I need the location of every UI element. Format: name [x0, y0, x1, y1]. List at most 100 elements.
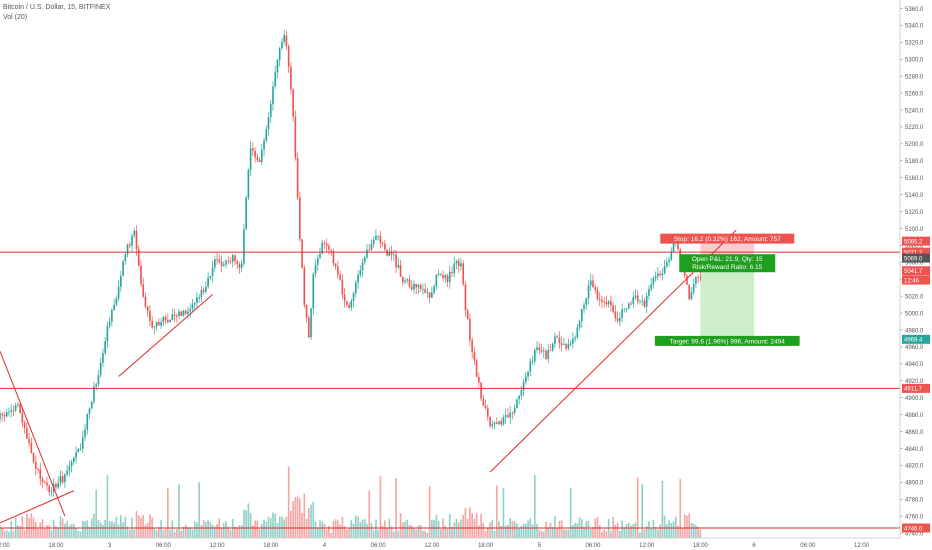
- candle-body: [495, 422, 498, 425]
- volume-bar: [567, 529, 570, 538]
- volume-bar: [19, 526, 21, 538]
- volume-bar: [64, 523, 66, 538]
- price-tick-label: 5360.0: [905, 7, 924, 13]
- volume-bar: [3, 531, 6, 538]
- candle-body: [231, 255, 234, 262]
- volume-bar: [164, 529, 167, 538]
- candle-body: [272, 86, 274, 105]
- price-tag-text: 4969.4: [904, 338, 923, 344]
- candle-body: [625, 308, 628, 310]
- candle-body: [690, 292, 693, 300]
- candle-body: [146, 306, 149, 311]
- candle-body: [292, 89, 294, 117]
- candle-body: [86, 414, 89, 430]
- candle-body: [428, 292, 431, 298]
- volume-bar: [316, 527, 319, 538]
- price-tick-label: 4860.0: [905, 430, 924, 436]
- volume-bar: [178, 484, 180, 538]
- candle-body: [585, 298, 588, 305]
- volume-bar: [225, 521, 227, 538]
- price-tick-label: 5060.0: [905, 261, 924, 267]
- price-tag-bg: [902, 275, 930, 285]
- volume-bar: [697, 526, 699, 538]
- candle-body: [659, 273, 661, 276]
- volume-bar: [8, 531, 10, 538]
- candle-body: [328, 245, 330, 250]
- candle-body: [184, 310, 187, 314]
- volume-bar: [263, 519, 265, 538]
- candle-body: [457, 260, 460, 267]
- candle-body: [435, 275, 438, 287]
- volume-bar: [522, 523, 525, 538]
- candle-body: [569, 343, 572, 345]
- candle-body: [8, 411, 10, 413]
- candle-body: [162, 316, 165, 323]
- time-tick-label: 18:00: [478, 543, 494, 549]
- volume-bar: [627, 523, 630, 538]
- volume-bar: [370, 523, 373, 538]
- volume-bar: [630, 525, 632, 538]
- candle-body: [686, 275, 688, 285]
- time-tick-label: 3: [108, 543, 112, 549]
- volume-bar: [106, 475, 109, 538]
- volume-bar: [97, 520, 100, 538]
- volume-bar: [79, 531, 82, 538]
- volume-bar: [252, 525, 254, 538]
- candle-body: [28, 438, 30, 444]
- volume-bar: [205, 521, 207, 538]
- candle-body: [695, 276, 697, 284]
- volume-bar: [417, 525, 420, 538]
- candle-body: [252, 148, 254, 151]
- candle-body: [520, 390, 523, 396]
- time-tick-label: 12:00: [854, 543, 870, 549]
- candle-body: [630, 303, 632, 305]
- volume-bar: [451, 526, 453, 538]
- candle-body: [88, 408, 91, 415]
- volume-bar: [495, 485, 498, 538]
- candle-body: [126, 244, 129, 255]
- candle-body: [549, 350, 552, 351]
- volume-bar: [81, 521, 84, 538]
- volume-bar: [549, 522, 552, 538]
- volume-bar: [30, 513, 33, 538]
- candle-body: [14, 405, 17, 411]
- volume-bar: [196, 522, 198, 538]
- candle-body: [131, 235, 133, 246]
- volume-bar: [368, 490, 371, 538]
- volume-bar: [670, 522, 673, 538]
- volume-bar: [616, 522, 619, 538]
- candle-body: [446, 275, 449, 282]
- volume-bar: [211, 524, 214, 538]
- volume-bar: [650, 528, 652, 538]
- volume-bar: [99, 522, 102, 538]
- candle-body: [325, 243, 328, 246]
- candle-body: [596, 290, 599, 299]
- candle-body: [189, 308, 192, 312]
- candle-body: [153, 326, 156, 328]
- volume-bar: [547, 527, 550, 538]
- volume-bar: [612, 516, 614, 538]
- candle-body: [509, 412, 512, 418]
- volume-bar: [265, 521, 268, 538]
- volume-bar: [460, 519, 462, 538]
- candle-body: [500, 421, 503, 425]
- volume-bar: [563, 529, 565, 538]
- volume-bar: [498, 521, 500, 538]
- candle-body: [672, 243, 675, 252]
- candle-body: [227, 260, 230, 262]
- volume-bar: [589, 528, 592, 538]
- price-tick-label: 4960.0: [905, 345, 924, 351]
- level-price-tag: 5071.2: [902, 247, 930, 257]
- volume-bar: [643, 529, 646, 538]
- volume-bar: [348, 527, 350, 538]
- candle-body: [1, 413, 4, 415]
- volume-indicator-label[interactable]: Vol (20): [3, 14, 28, 21]
- candle-body: [460, 263, 462, 267]
- volume-bar: [314, 521, 317, 538]
- volume-bar: [639, 532, 641, 538]
- volume-bar: [17, 525, 19, 538]
- volume-bar: [26, 513, 28, 538]
- candle-body: [419, 285, 422, 290]
- volume-bar: [354, 515, 357, 538]
